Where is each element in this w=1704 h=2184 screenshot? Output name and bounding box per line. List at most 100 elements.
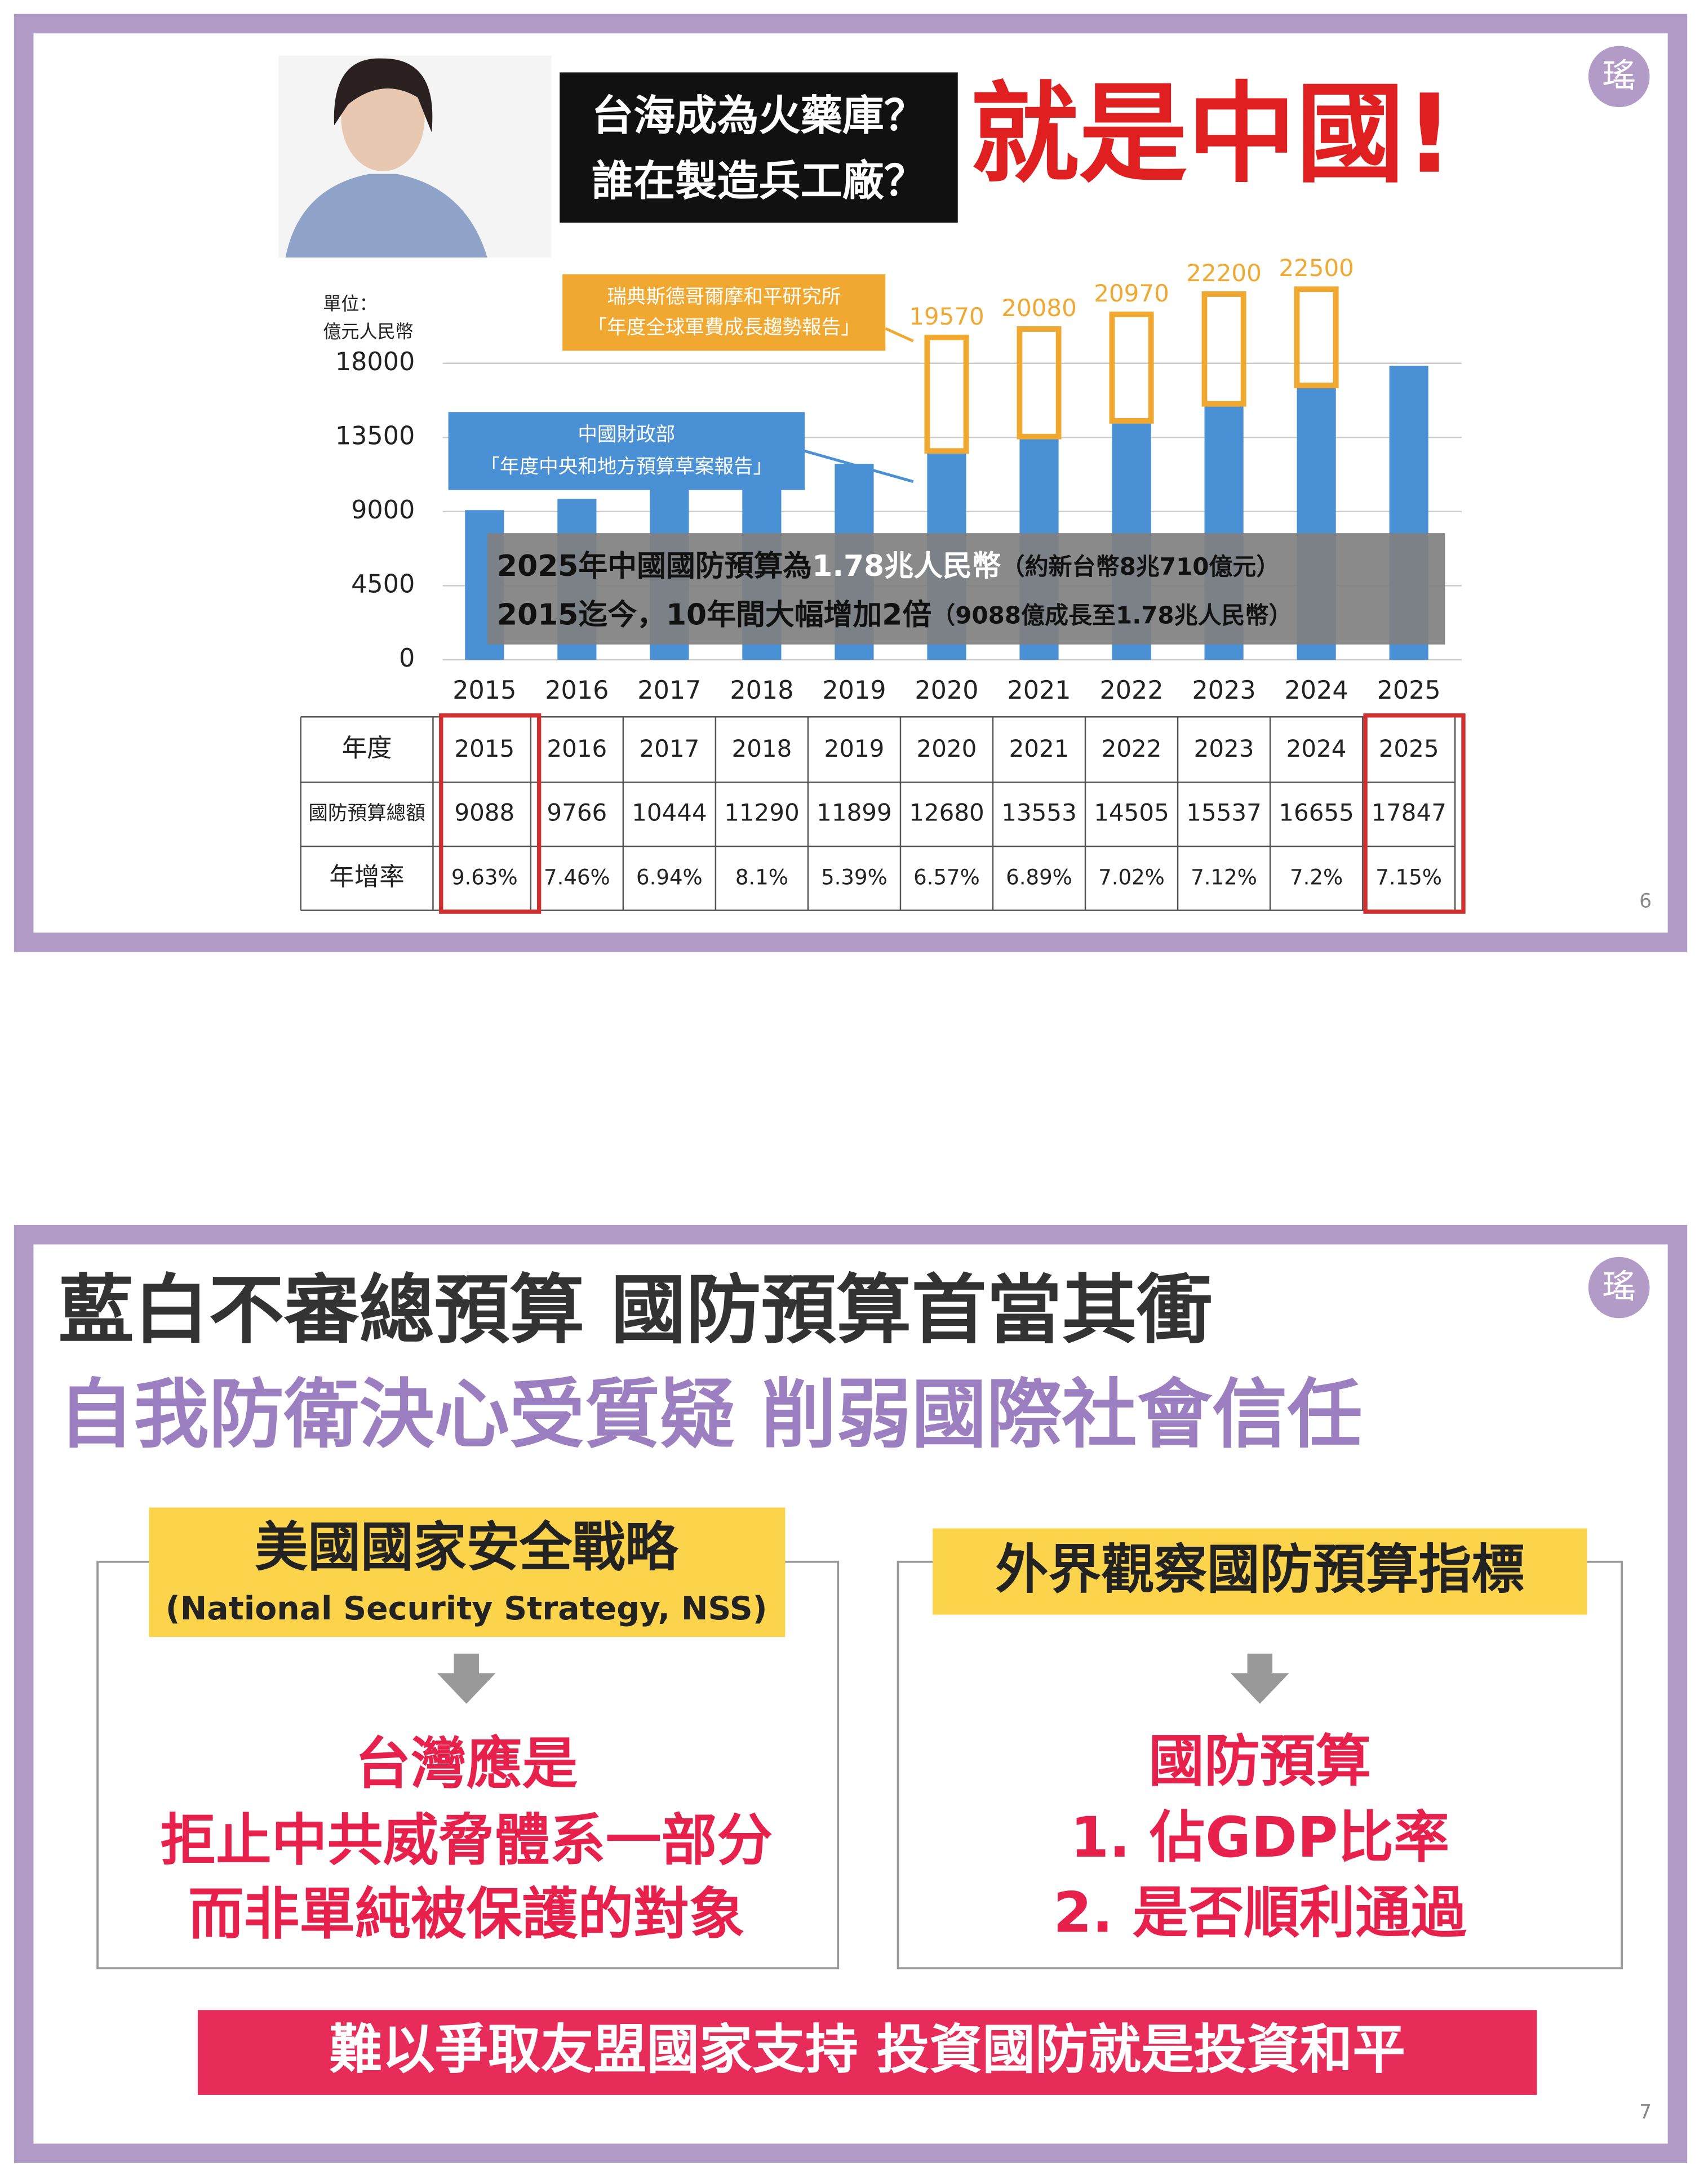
photo [278, 55, 552, 258]
headline: 台海成為火藥庫？ [592, 91, 926, 140]
table-cell: 11899 [816, 799, 892, 827]
estimate-box [1294, 286, 1339, 389]
table-cell: 7.2% [1290, 865, 1343, 889]
callout-line [804, 450, 914, 483]
estimate-box [1109, 312, 1154, 424]
table-cell: 7.46% [544, 865, 610, 889]
panel-label-box [149, 1507, 786, 1637]
table-cell: 2019 [824, 735, 885, 762]
estimate-box [924, 334, 969, 454]
unit-label: 單位： [323, 293, 377, 314]
table-cell: 2024 [1286, 735, 1347, 762]
panel-sublabel: (National Security Strategy, NSS) [166, 1590, 767, 1627]
slide-subtitle: 自我防衛決心受質疑 削弱國際社會信任 [59, 1371, 1363, 1458]
table-cell: 10444 [632, 799, 707, 827]
callout-text: 「年度中央和地方預算草案報告」 [480, 456, 773, 478]
note-part: 2015迄今，10年間大幅增加2倍 [497, 598, 931, 632]
arrow [437, 1653, 496, 1704]
chart: 0 4500 9000 13500 18000 2015 2016 2017 2018 2019 2… [335, 254, 1462, 705]
table-cell: 13553 [1001, 799, 1077, 827]
note-line: 2025年中國國防預算為1.78兆人民幣（約新台幣8兆710億元） [497, 549, 1280, 583]
logo-text: 瑤 [1603, 1267, 1636, 1306]
highlight [439, 713, 542, 914]
panel-text: 2. 是否順利通過 [1053, 1881, 1467, 1946]
panel-text: 而非單純被保護的對象 [188, 1882, 745, 1947]
table-cell: 9766 [547, 799, 607, 827]
table-cell: 7.12% [1191, 865, 1257, 889]
y-tick-label: 13500 [335, 421, 415, 450]
table-cell: 9088 [454, 799, 514, 827]
callout-text: 「年度全球軍費成長趨勢報告」 [588, 317, 860, 339]
page-number: 6 [1639, 890, 1652, 912]
x-tick-label: 2017 [637, 676, 701, 705]
unit-label: 億元人民幣 [323, 321, 414, 342]
table-cell: 6.57% [913, 865, 980, 889]
x-tick-label: 2023 [1192, 676, 1256, 705]
table-cell: 7.02% [1098, 865, 1165, 889]
panel-label: 美國國家安全戰略 [255, 1517, 679, 1578]
data-label: 22200 [1186, 259, 1262, 287]
callout-text: 中國財政部 [578, 424, 675, 446]
table-cell: 15537 [1186, 799, 1262, 827]
panel-text: 拒止中共威脅體系一部分 [160, 1808, 773, 1873]
table-cell: 2021 [1009, 735, 1070, 762]
note-box [487, 533, 1445, 645]
estimate-box [1201, 291, 1246, 407]
callout-line [885, 327, 914, 343]
y-tick-label: 4500 [351, 570, 415, 598]
table-cell: 2025 [1379, 735, 1439, 762]
table-cell: 17847 [1371, 799, 1446, 827]
table-cell: 2017 [639, 735, 699, 762]
x-tick-label: 2021 [1007, 676, 1071, 705]
x-tick-label: 2022 [1099, 676, 1163, 705]
panel-text: 台灣應是 [355, 1732, 578, 1796]
panel-label-box [933, 1528, 1587, 1615]
note-part: 1.78兆人民幣 [812, 549, 1001, 583]
table-cell: 11290 [724, 799, 800, 827]
table-cell: 7.15% [1375, 865, 1442, 889]
table-cell: 14505 [1094, 799, 1169, 827]
x-tick-label: 2024 [1285, 676, 1348, 705]
table-cell: 5.39% [821, 865, 888, 889]
table-cell: 2016 [547, 735, 607, 762]
arrow [1230, 1653, 1289, 1704]
note-part: （約新台幣8兆710億元） [1001, 552, 1280, 580]
x-tick-label: 2020 [915, 676, 978, 705]
callout-box [562, 274, 886, 351]
highlight [1363, 713, 1466, 914]
note-part: 2025年中國國防預算為 [497, 549, 812, 583]
logo [1588, 46, 1650, 108]
estimate-box [1017, 326, 1062, 440]
x-tick-label: 2018 [730, 676, 793, 705]
data-label: 19570 [909, 303, 984, 330]
page-number: 7 [1639, 2101, 1652, 2124]
callout-box [448, 412, 805, 490]
row-label: 國防預算總額 [308, 802, 425, 825]
table-cell: 12680 [909, 799, 984, 827]
table-cell: 6.94% [636, 865, 703, 889]
headline-box [560, 72, 958, 223]
table-cell: 2015 [454, 735, 514, 762]
note-line: 2015迄今，10年間大幅增加2倍（9088億成長至1.78兆人民幣） [497, 598, 1292, 632]
x-tick-label: 2015 [452, 676, 516, 705]
table-cell: 6.89% [1006, 865, 1072, 889]
data-label: 20080 [1001, 294, 1077, 322]
logo [1588, 1257, 1650, 1319]
data-label: 22500 [1279, 254, 1354, 282]
table-cell: 8.1% [735, 865, 788, 889]
table-cell: 16655 [1279, 799, 1354, 827]
callout-text: 瑞典斯德哥爾摩和平研究所 [607, 286, 841, 308]
panel-label: 外界觀察國防預算指標 [996, 1539, 1525, 1600]
slide-frame [14, 1224, 1688, 2163]
panel-text: 1. 佔GDP比率 [1071, 1805, 1450, 1870]
table-cell: 2023 [1194, 735, 1254, 762]
panel-text: 國防預算 [1148, 1729, 1371, 1794]
logo-text: 瑤 [1603, 56, 1636, 95]
table-cell: 2022 [1102, 735, 1162, 762]
table-cell: 2020 [917, 735, 977, 762]
data-label: 20970 [1094, 279, 1169, 307]
table-cell: 2018 [731, 735, 792, 762]
